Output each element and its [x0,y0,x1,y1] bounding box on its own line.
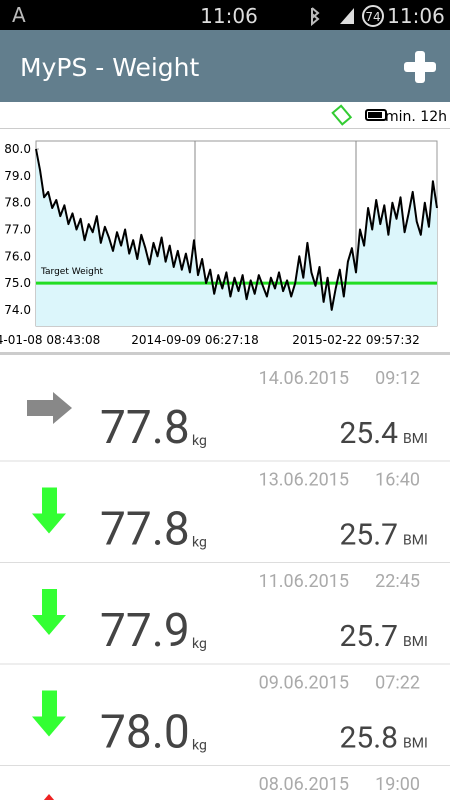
trend-arrow [32,487,66,534]
weight-unit: kg [192,433,207,449]
status-icon: A [12,3,26,27]
trend-arrow [27,392,72,424]
y-tick-label: 79.0 [4,169,31,183]
y-tick-label: 75.0 [4,276,31,290]
weight-unit: kg [192,738,207,754]
y-tick-label: 74.0 [4,303,31,317]
y-tick-label: 80.0 [4,142,31,156]
weight-value: 78.0 [100,706,190,760]
entry-date: 11.06.2015 [259,571,349,592]
weight-unit: kg [192,535,207,551]
divider [0,352,450,355]
entry-date: 13.06.2015 [259,470,349,491]
bmi-unit: BMI [403,533,428,549]
weight-line [35,148,438,311]
bluetooth-icon [311,7,320,27]
trend-arrow [32,690,66,737]
battery-icon [368,112,382,118]
y-tick-label: 78.0 [4,196,31,210]
weight-value: 77.8 [100,401,190,455]
y-tick-label: 76.0 [4,249,31,263]
entry-date: 09.06.2015 [259,673,349,694]
entry-time: 19:00 [375,774,420,795]
battery-icon [365,109,387,121]
app-title: MyPS - Weight [20,53,200,82]
interval-text: min. 12h [385,109,447,125]
entry-time: 09:12 [375,368,420,389]
battery-ring [362,5,384,27]
entry-time: 16:40 [375,470,420,491]
scale-icon [331,104,353,126]
entry-time: 07:22 [375,673,420,694]
x-tick-label: 4-01-08 08:43:08 [0,333,100,347]
trend-arrow [43,794,55,800]
x-tick-label: 2014-09-09 06:27:18 [131,333,258,347]
bmi-value: 25.7 [340,518,399,553]
trend-arrow [32,589,66,635]
bmi-value: 25.7 [340,619,399,654]
weight-unit: kg [192,636,207,652]
bmi-unit: BMI [403,431,428,447]
signal-icon [340,8,354,24]
add-button[interactable] [404,51,436,83]
x-tick-label: 2015-02-22 09:57:32 [292,333,419,347]
bmi-unit: BMI [403,634,428,650]
add-icon [415,51,425,83]
entry-date: 08.06.2015 [259,774,349,795]
bmi-value: 25.4 [340,416,399,451]
app-bar [0,30,450,102]
weight-value: 77.8 [100,503,190,557]
status-time: 11:06 [200,4,258,28]
weight-value: 77.9 [100,604,190,658]
battery-level: 74 [365,10,380,24]
status-time: 11:06 [387,4,445,28]
y-tick-label: 77.0 [4,222,31,236]
chart: 74.0 75.0 76.0 77.0 78.0 79.0 80.0 4-01-08 08:4… [0,142,438,347]
bmi-unit: BMI [403,736,428,752]
target-label: Target Weight [40,267,104,277]
entry-date: 14.06.2015 [259,368,349,389]
entry-time: 22:45 [375,571,420,592]
bmi-value: 25.8 [340,721,399,756]
